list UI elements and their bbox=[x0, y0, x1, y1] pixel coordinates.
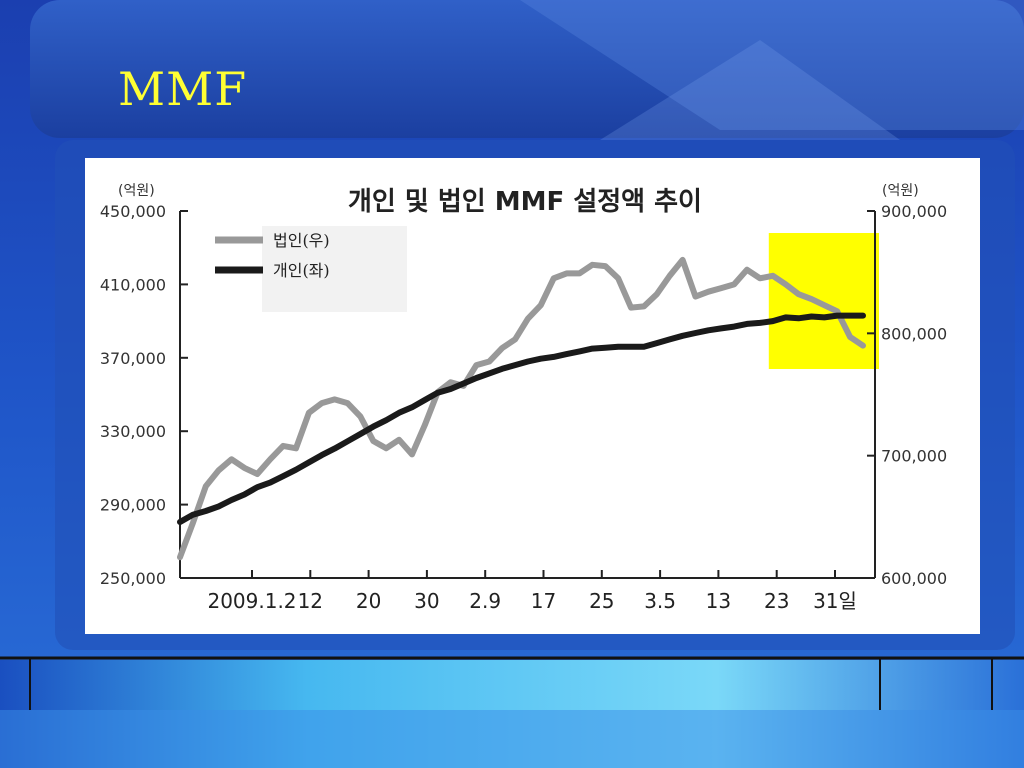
right-axis-unit: (억원) bbox=[882, 183, 919, 199]
legend: 법인(우) 개인(좌) bbox=[215, 226, 407, 312]
x-tick-label: 13 bbox=[706, 589, 731, 613]
slide-title: MMF bbox=[118, 62, 248, 116]
x-tick-label: 12 bbox=[298, 589, 323, 613]
x-tick-label: 30 bbox=[414, 589, 439, 613]
right-tick-label: 600,000 bbox=[881, 569, 947, 588]
chart-panel: 450,000 410,000 370,000 330,000 290,000 250,0… bbox=[85, 158, 980, 634]
left-tick-label: 250,000 bbox=[100, 569, 166, 588]
x-tick-label: 23 bbox=[764, 589, 789, 613]
x-tick-label: 2009.1.2 bbox=[207, 589, 296, 613]
left-tick-label: 450,000 bbox=[100, 202, 166, 221]
legend-label: 법인(우) bbox=[273, 231, 330, 250]
x-tick-label: 25 bbox=[589, 589, 614, 613]
left-tick-label: 370,000 bbox=[100, 349, 166, 368]
highlight-box bbox=[768, 233, 879, 369]
x-tick-label: 2.9 bbox=[469, 589, 501, 613]
legend-box bbox=[262, 226, 407, 312]
x-tick-label: 3.5 bbox=[644, 589, 676, 613]
x-tick-label: 17 bbox=[531, 589, 556, 613]
chart: 450,000 410,000 370,000 330,000 290,000 250,0… bbox=[100, 183, 947, 613]
left-tick-label: 410,000 bbox=[100, 275, 166, 294]
x-tick-label: 31일 bbox=[813, 589, 857, 613]
highlight-layer bbox=[768, 233, 879, 369]
series-line-individual bbox=[177, 312, 866, 525]
series-line-corporate bbox=[177, 256, 866, 561]
left-axis-unit: (억원) bbox=[118, 183, 155, 199]
legend-label: 개인(좌) bbox=[273, 261, 330, 280]
right-tick-label: 700,000 bbox=[881, 447, 947, 466]
series-layer bbox=[177, 256, 866, 561]
x-tick-label: 20 bbox=[356, 589, 381, 613]
left-tick-label: 330,000 bbox=[100, 422, 166, 441]
left-tick-label: 290,000 bbox=[100, 496, 166, 515]
axes-layer: 450,000 410,000 370,000 330,000 290,000 250,0… bbox=[100, 202, 947, 613]
chart-title: 개인 및 법인 MMF 설정액 추이 bbox=[348, 187, 702, 217]
right-tick-label: 900,000 bbox=[881, 202, 947, 221]
right-tick-label: 800,000 bbox=[881, 324, 947, 343]
